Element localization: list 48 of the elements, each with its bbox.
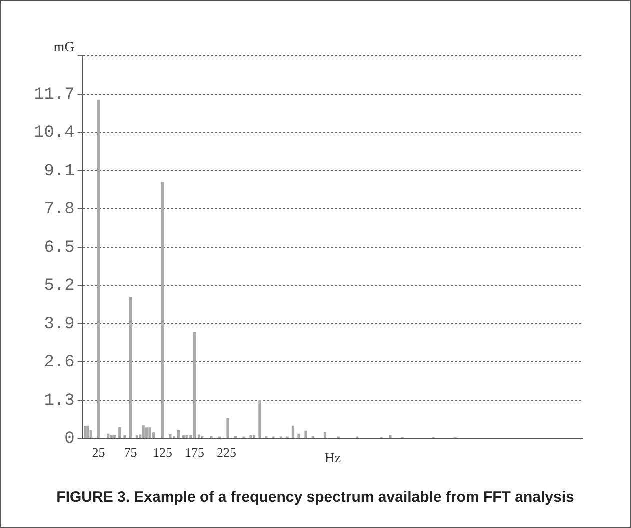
bar — [177, 430, 180, 438]
y-tick-label: 0 — [64, 430, 75, 450]
bar — [113, 435, 116, 438]
y-tick-label: 7.8 — [44, 200, 75, 220]
bar — [118, 427, 122, 438]
y-tick-label: 10.4 — [34, 124, 75, 144]
bar — [226, 418, 230, 438]
x-tick-label: 125 — [153, 444, 173, 460]
x-tick-label: 175 — [184, 444, 204, 460]
bar — [124, 435, 126, 438]
bar — [182, 435, 186, 438]
bar — [142, 425, 145, 438]
x-tick-label: 75 — [124, 444, 138, 460]
bar — [161, 182, 164, 438]
bar — [292, 426, 295, 438]
x-axis-title: Hz — [324, 451, 342, 466]
bar — [129, 297, 132, 438]
bar — [324, 432, 327, 438]
bar — [86, 426, 90, 438]
bar — [145, 428, 148, 438]
bar — [252, 435, 256, 438]
bar — [84, 426, 87, 438]
bar — [389, 435, 392, 438]
y-tick-label: 3.9 — [44, 315, 75, 334]
y-tick-label: 6.5 — [44, 238, 75, 258]
bar — [169, 434, 172, 438]
y-tick-label: 9.1 — [44, 162, 75, 182]
y-axis-title: mG — [54, 40, 75, 56]
bar — [136, 435, 139, 438]
bar — [304, 430, 308, 438]
bar — [186, 435, 188, 438]
text: FIGURE 3. Example of a frequency spectrum available from FFT analysis — [56, 489, 576, 506]
bar — [107, 434, 110, 438]
bar — [90, 430, 92, 438]
y-tick-label: 11.7 — [34, 86, 75, 105]
bar — [258, 400, 262, 438]
x-tick-label: 225 — [216, 444, 236, 460]
bar — [298, 434, 300, 438]
bar — [110, 435, 113, 438]
y-tick-label: 2.6 — [44, 354, 75, 373]
bar — [97, 100, 100, 438]
y-tick-label: 1.3 — [44, 392, 75, 411]
x-tick-label: 25 — [92, 444, 106, 460]
bar — [198, 434, 201, 438]
y-tick-label: 5.2 — [44, 277, 75, 296]
bar — [148, 428, 152, 438]
bar — [250, 435, 252, 438]
bar — [193, 332, 196, 438]
